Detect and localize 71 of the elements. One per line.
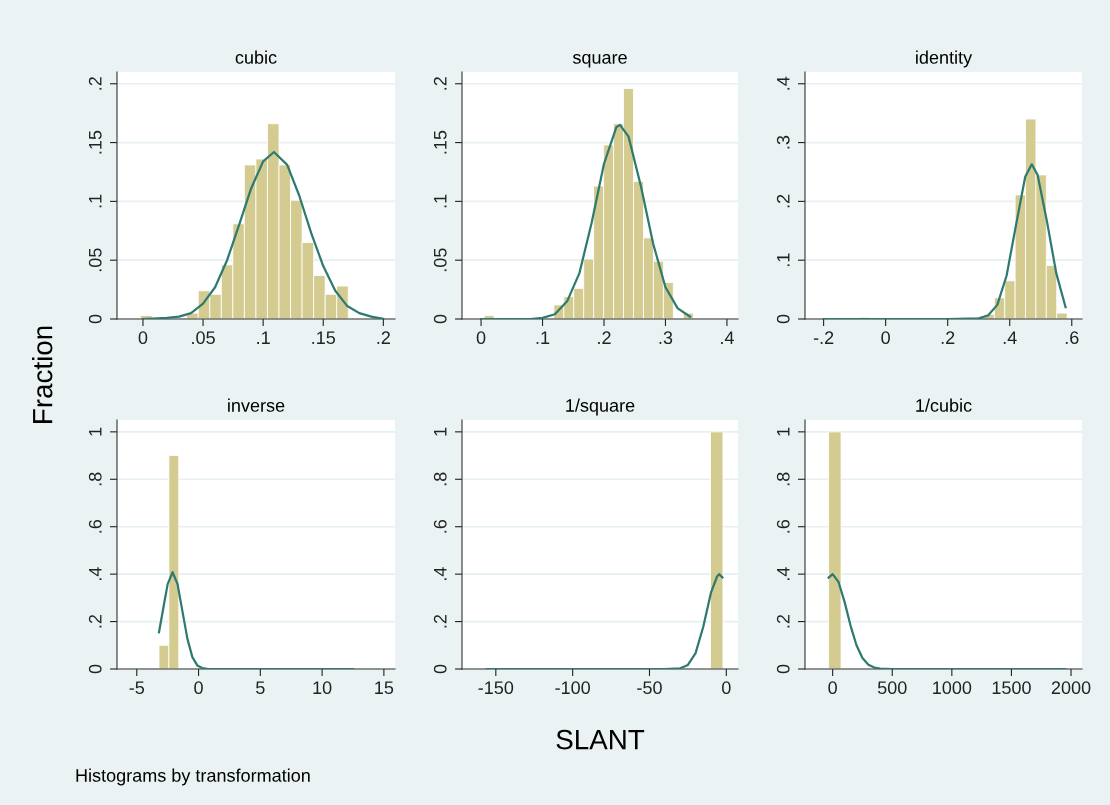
text: Histograms by transformation xyxy=(76,768,310,786)
y-tick-label: 1 xyxy=(89,427,102,436)
chart-title: 1/cubic xyxy=(916,398,972,412)
x-tick-label: 0 xyxy=(476,331,486,345)
y-tick-label: .4 xyxy=(89,567,102,581)
y-tick-label: .8 xyxy=(433,472,447,486)
y-tick-label: 0 xyxy=(776,664,790,674)
x-tick-label: .4 xyxy=(721,331,734,344)
y-tick-label: 0 xyxy=(776,314,790,324)
x-tick-label: .6 xyxy=(1065,331,1079,345)
x-tick-label: 5 xyxy=(256,681,265,695)
chart-title: identity xyxy=(916,50,973,68)
y-tick-label: .2 xyxy=(433,77,447,90)
chart-title: square xyxy=(572,53,627,68)
y-tick-label: .4 xyxy=(434,567,447,581)
y-tick-label: .2 xyxy=(88,614,102,628)
chart-title: cubic xyxy=(235,50,277,64)
x-tick-label: -5 xyxy=(129,681,145,695)
x-tick-label: .1 xyxy=(257,331,270,344)
x-tick-label: 1000 xyxy=(933,681,972,695)
y-tick-label: 1 xyxy=(777,427,790,436)
y-tick-label: .4 xyxy=(777,567,790,581)
y-tick-label: .15 xyxy=(89,130,102,154)
y-tick-label: 0 xyxy=(88,314,102,324)
y-tick-label: .1 xyxy=(89,194,102,208)
y-tick-label: 0 xyxy=(433,314,447,324)
y-tick-label: .1 xyxy=(434,194,447,208)
x-tick-label: -50 xyxy=(637,681,662,695)
x-tick-label: .3 xyxy=(659,331,673,345)
chart-title: inverse xyxy=(228,398,285,412)
x-tick-label: 500 xyxy=(877,681,907,695)
y-tick-label: .3 xyxy=(776,135,790,149)
y-tick-label: .6 xyxy=(88,519,102,533)
x-tick-label: 10 xyxy=(313,681,332,695)
x-tick-label: 0 xyxy=(722,681,731,695)
x-tick-label: 0 xyxy=(194,681,203,695)
y-tick-label: 0 xyxy=(88,664,102,674)
x-tick-label: .2 xyxy=(941,331,955,344)
x-tick-label: -150 xyxy=(478,681,514,695)
y-tick-label: .2 xyxy=(88,77,102,90)
x-tick-label: .2 xyxy=(598,331,611,344)
x-tick-label: .4 xyxy=(1003,331,1017,344)
x-tick-label: 0 xyxy=(138,331,148,345)
y-tick-label: .6 xyxy=(433,519,447,533)
y-tick-label: .8 xyxy=(88,472,102,486)
x-tick-label: 0 xyxy=(828,681,837,695)
y-tick-label: 1 xyxy=(434,427,447,436)
x-tick-label: 1500 xyxy=(992,681,1031,695)
x-tick-label: 15 xyxy=(375,681,394,695)
y-tick-label: .1 xyxy=(777,253,790,267)
y-tick-label: .15 xyxy=(434,130,447,154)
x-tick-label: 0 xyxy=(881,331,890,345)
y-tick-label: .2 xyxy=(433,614,447,628)
x-tick-label: 2000 xyxy=(1051,681,1091,695)
y-tick-label: .8 xyxy=(776,472,790,486)
y-tick-label: .05 xyxy=(433,248,447,272)
x-tick-label: .1 xyxy=(536,331,550,344)
x-tick-label: .2 xyxy=(377,331,390,344)
y-tick-label: .2 xyxy=(776,614,790,628)
chart-title: 1/square xyxy=(566,398,635,416)
y-tick-label: .6 xyxy=(776,519,790,533)
y-tick-label: .4 xyxy=(777,76,790,90)
y-tick-label: 0 xyxy=(433,664,447,674)
x-axis-title: SLANT xyxy=(556,729,645,750)
x-tick-label: .15 xyxy=(312,331,336,345)
y-tick-label: .2 xyxy=(776,194,790,208)
y-tick-label: .05 xyxy=(88,248,102,272)
x-tick-label: -.2 xyxy=(813,331,834,344)
y-axis-title: Fraction xyxy=(32,326,53,423)
x-tick-label: -100 xyxy=(555,681,591,695)
x-tick-label: .05 xyxy=(192,331,215,345)
